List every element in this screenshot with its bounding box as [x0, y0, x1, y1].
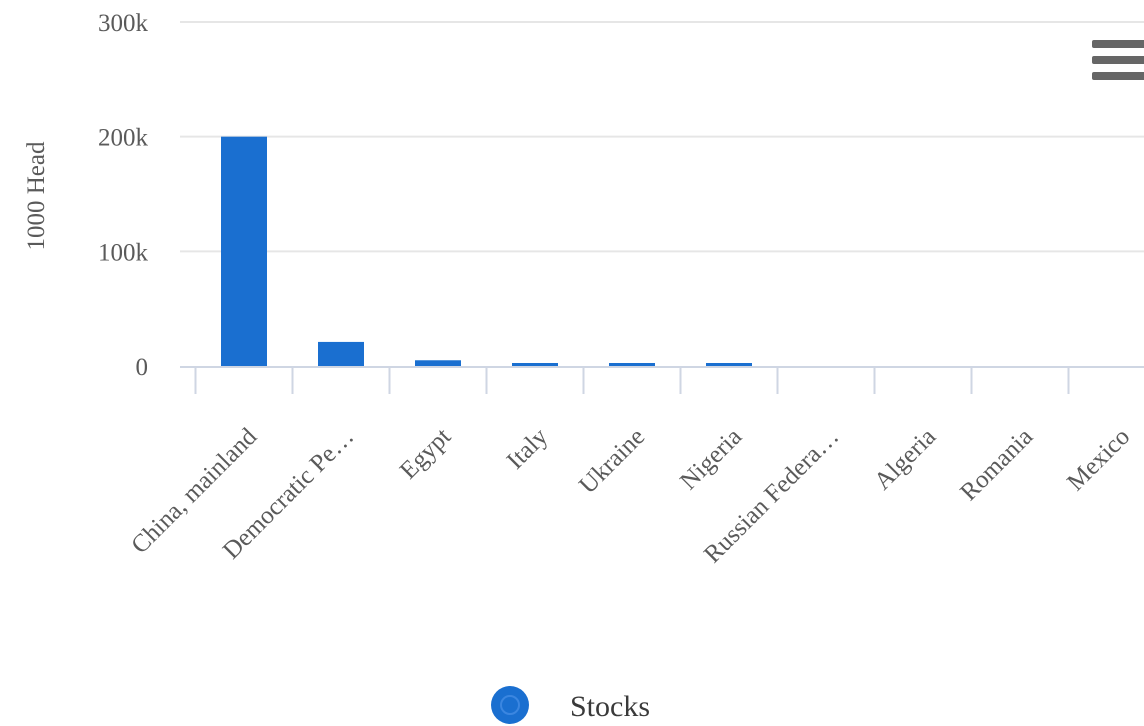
legend-label: Stocks	[570, 690, 650, 723]
x-tick-label: Romania	[955, 423, 1038, 506]
legend[interactable]: Stocks	[491, 686, 650, 724]
bar[interactable]	[706, 363, 752, 366]
x-tick-label: Algeria	[869, 423, 941, 495]
bar[interactable]	[415, 360, 461, 366]
x-tick-label: Egypt	[395, 423, 456, 484]
x-tick-label: Nigeria	[675, 423, 747, 495]
x-tick-label: Italy	[502, 423, 554, 475]
grid-lines	[180, 21, 1144, 253]
bars	[221, 136, 752, 366]
legend-marker	[491, 686, 529, 724]
bar[interactable]	[609, 363, 655, 366]
legend-marker-inner	[500, 695, 520, 715]
bar[interactable]	[221, 136, 267, 366]
x-axis	[180, 366, 1144, 394]
y-tick-label: 100k	[98, 239, 149, 266]
y-tick-label: 0	[136, 354, 149, 381]
bar[interactable]	[318, 341, 364, 366]
x-tick-label: Ukraine	[574, 423, 650, 499]
hamburger-menu-icon[interactable]	[1092, 40, 1144, 80]
x-tick-label: Mexico	[1062, 423, 1135, 496]
y-axis-title: 1000 Head	[23, 141, 50, 250]
y-tick-label: 200k	[98, 125, 149, 152]
y-tick-label: 300k	[98, 10, 149, 37]
bar[interactable]	[512, 363, 558, 366]
y-axis-ticks: 0 100k 200k 300k	[98, 10, 149, 381]
